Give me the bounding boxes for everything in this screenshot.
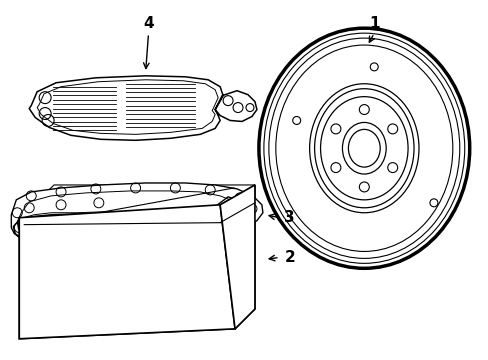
Polygon shape [19, 205, 235, 339]
Polygon shape [11, 183, 263, 239]
Polygon shape [19, 185, 254, 218]
Polygon shape [220, 185, 254, 329]
Polygon shape [220, 185, 254, 329]
Text: 3: 3 [284, 210, 294, 225]
Polygon shape [19, 205, 235, 339]
Text: 2: 2 [284, 250, 295, 265]
Text: 1: 1 [368, 16, 379, 31]
Text: 4: 4 [143, 16, 154, 31]
